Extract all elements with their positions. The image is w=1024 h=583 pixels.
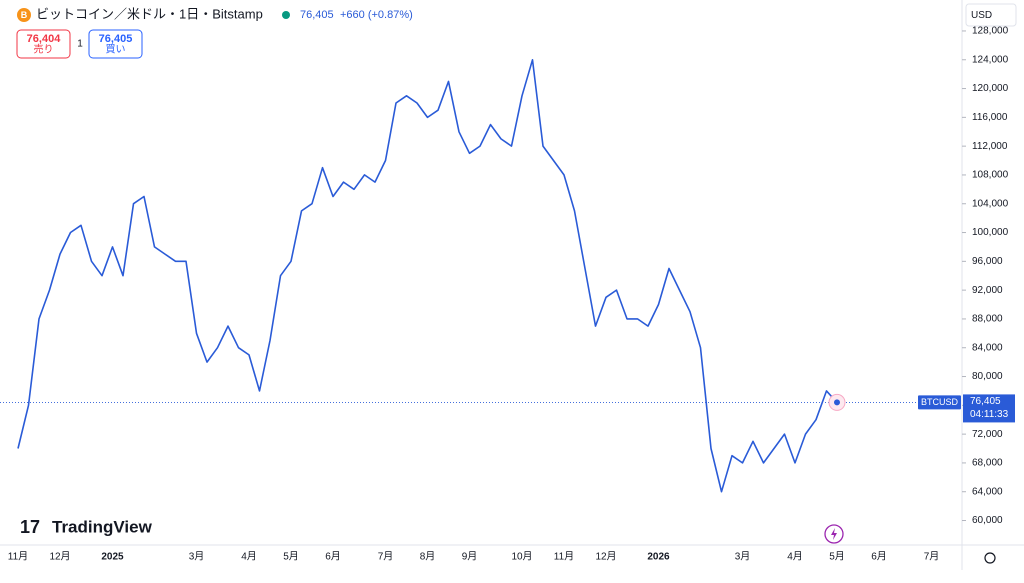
y-tick-label: 60,000 (972, 515, 1003, 526)
countdown-label: 04:11:33 (970, 409, 1009, 420)
y-tick-label: 96,000 (972, 256, 1003, 267)
currency-button[interactable] (965, 3, 1017, 27)
y-tick-label: 88,000 (972, 314, 1003, 325)
y-tick-label: 100,000 (972, 227, 1009, 238)
sell-label: 売り (34, 43, 54, 56)
y-tick-label: 92,000 (972, 285, 1003, 296)
last-price-dot (834, 399, 840, 406)
x-tick-label: 6月 (871, 551, 887, 563)
logo-mark: 17 (20, 517, 40, 537)
event-icon-glyph (831, 528, 837, 540)
y-tick-label: 112,000 (972, 141, 1008, 152)
y-tick-label: 68,000 (972, 458, 1003, 469)
y-tick-label: 120,000 (972, 83, 1009, 94)
x-tick-label: 12月 (595, 551, 616, 563)
symbol-title: ビットコイン／米ドル・1日・Bitstamp (36, 6, 263, 21)
buy-button[interactable] (88, 29, 143, 59)
y-tick-label: 84,000 (972, 342, 1003, 353)
x-tick-label: 5月 (283, 551, 299, 563)
y-tick-label: 116,000 (972, 112, 1008, 123)
x-tick-label: 11月 (554, 551, 574, 563)
price-tag (963, 394, 1015, 423)
currency: USD (971, 10, 992, 21)
y-tick-label: 64,000 (972, 486, 1003, 497)
x-tick-label: 3月 (735, 551, 751, 563)
x-tick-label: 4月 (787, 551, 803, 563)
y-tick-label: 108,000 (972, 170, 1009, 181)
price-line (17, 59, 838, 493)
x-tick-label: 2026 (647, 552, 670, 563)
x-tick-label: 9月 (462, 551, 478, 563)
x-tick-label: 5月 (829, 551, 845, 563)
header-change: +660 (+0.87%) (340, 9, 413, 21)
settings-icon[interactable] (984, 552, 996, 564)
x-tick-label: 10月 (511, 551, 532, 563)
x-tick-label: 11月 (8, 551, 28, 563)
x-tick-label: 8月 (420, 551, 436, 563)
btc-icon (17, 8, 31, 22)
x-tick-label: 2025 (101, 552, 124, 563)
symbol-tag (918, 395, 961, 410)
buy-label: 買い (106, 44, 126, 56)
y-tick-label: 124,000 (972, 54, 1009, 65)
spread: 1 (77, 39, 83, 50)
header-price: 76,405 (300, 9, 334, 21)
market-status (282, 11, 290, 19)
sell-button[interactable] (16, 29, 71, 59)
logo: TradingView (52, 517, 153, 536)
x-tick-label: 6月 (325, 551, 341, 563)
btc-icon-glyph: B (21, 10, 28, 20)
x-tick-label: 12月 (49, 551, 70, 563)
y-tick-label: 72,000 (972, 429, 1003, 440)
symbol-tag-label: BTCUSD (921, 397, 959, 407)
x-tick-label: 7月 (924, 551, 940, 563)
y-tick-label: 104,000 (972, 198, 1009, 209)
x-tick-label: 4月 (241, 551, 257, 563)
x-tick-label: 3月 (189, 551, 205, 563)
x-tick-label: 7月 (378, 551, 394, 563)
y-tick-label: 80,000 (972, 371, 1003, 382)
buy-price: 76,405 (99, 33, 133, 45)
y-tick-label: 128,000 (972, 26, 1009, 37)
price-tag-label: 76,405 (970, 396, 1001, 407)
sell-price: 76,404 (27, 33, 62, 45)
